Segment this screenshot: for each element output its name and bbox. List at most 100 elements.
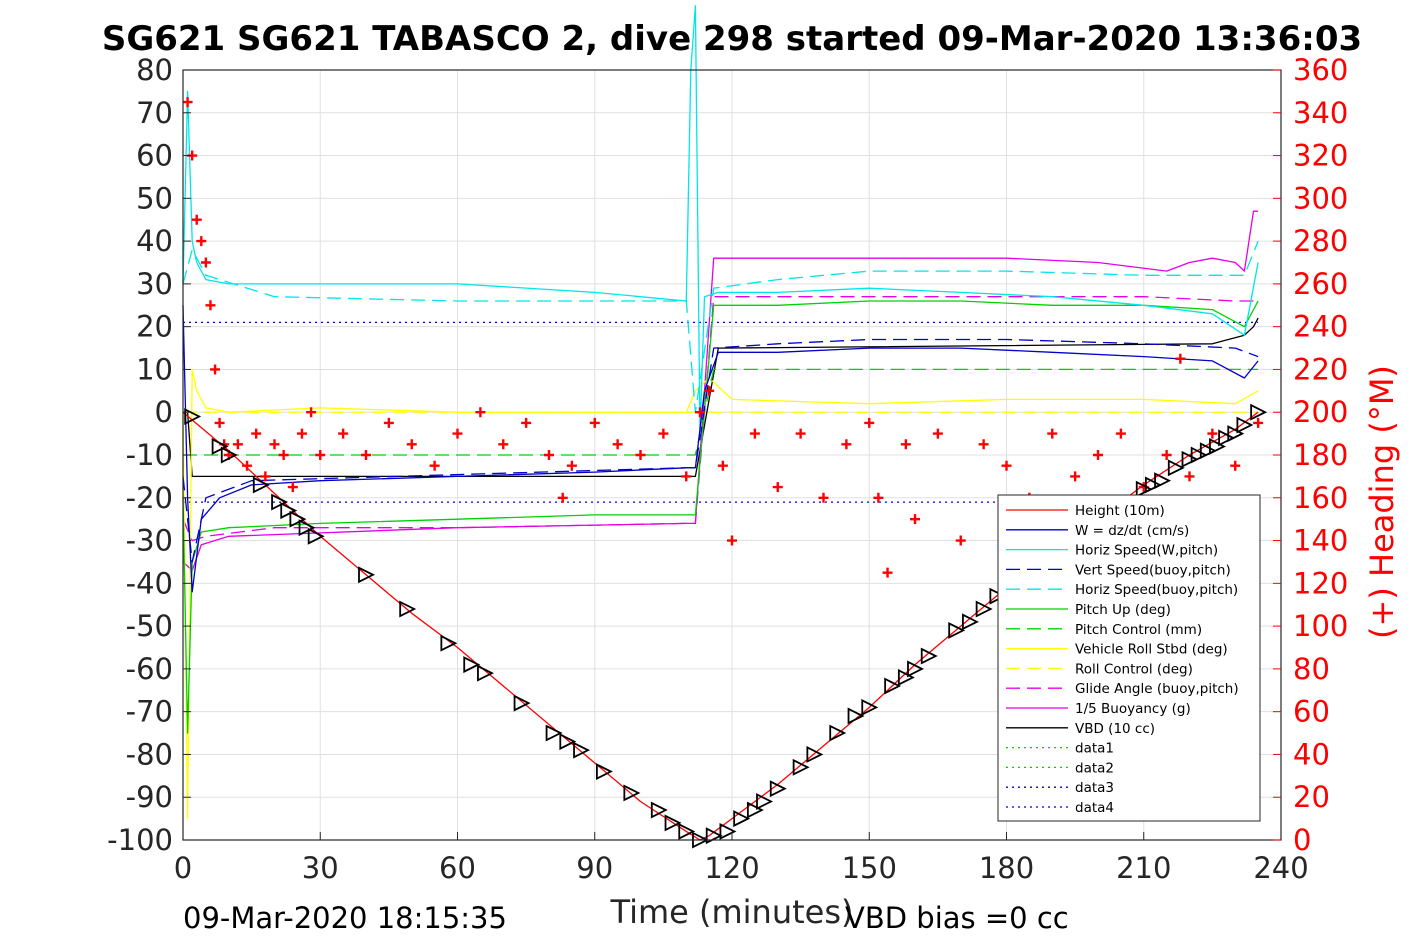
depth-marker xyxy=(1181,450,1199,468)
depth-marker xyxy=(829,724,847,742)
x-tick-label: 180 xyxy=(979,851,1034,885)
depth-marker xyxy=(719,822,737,840)
right-y-tick-label: 260 xyxy=(1293,267,1348,301)
x-tick-label: 90 xyxy=(576,851,613,885)
left-y-tick-label: 80 xyxy=(136,53,173,87)
legend-label: Vert Speed(buoy,pitch) xyxy=(1075,562,1231,578)
heading-marker xyxy=(429,460,440,471)
legend-label: data2 xyxy=(1075,760,1114,776)
heading-marker xyxy=(260,471,271,482)
left-y-tick-label: -20 xyxy=(126,481,173,515)
depth-marker xyxy=(792,758,810,776)
legend-label: Vehicle Roll Stbd (deg) xyxy=(1075,642,1228,658)
depth-marker xyxy=(897,668,915,686)
depth-marker xyxy=(289,510,307,528)
left-y-tick-label: -50 xyxy=(126,609,173,643)
legend-label: data3 xyxy=(1075,780,1114,796)
legend-label: Pitch Up (deg) xyxy=(1075,602,1171,618)
depth-marker xyxy=(884,677,902,695)
heading-marker xyxy=(1184,471,1195,482)
depth-marker xyxy=(705,827,723,845)
heading-marker xyxy=(772,482,783,493)
depth-marker xyxy=(280,502,298,520)
heading-marker xyxy=(182,97,193,108)
depth-marker xyxy=(623,784,641,802)
heading-marker xyxy=(242,460,253,471)
right-y-axis-ticks: 0 20 40 60 80 100 120 140 160 180 200 220 240 260 280 3… xyxy=(1273,53,1348,857)
heading-marker xyxy=(200,257,211,268)
x-tick-label: 30 xyxy=(302,851,339,885)
depth-marker xyxy=(847,707,865,725)
depth-marker xyxy=(307,527,325,545)
right-y-tick-label: 20 xyxy=(1293,780,1330,814)
right-y-tick-label: 280 xyxy=(1293,224,1348,258)
depth-marker xyxy=(806,745,824,763)
heading-marker xyxy=(955,535,966,546)
x-tick-label: 120 xyxy=(704,851,759,885)
x-tick-label: 150 xyxy=(842,851,897,885)
left-y-tick-label: -100 xyxy=(107,823,173,857)
legend-label: Pitch Control (mm) xyxy=(1075,622,1202,638)
heading-marker xyxy=(251,428,262,439)
footer-timestamp: 09-Mar-2020 18:15:35 xyxy=(183,901,507,935)
depth-marker xyxy=(664,814,682,832)
heading-marker xyxy=(475,407,486,418)
heading-marker xyxy=(1253,417,1264,428)
heading-marker xyxy=(1093,450,1103,460)
heading-marker xyxy=(864,417,875,428)
depth-marker xyxy=(989,587,1007,605)
heading-marker xyxy=(269,439,280,450)
depth-marker xyxy=(220,446,238,464)
heading-marker xyxy=(1230,460,1241,471)
depth-marker xyxy=(1190,446,1208,464)
depth-marker xyxy=(861,698,879,716)
right-y-tick-label: 180 xyxy=(1293,438,1348,472)
depth-marker xyxy=(1209,437,1226,455)
depth-marker xyxy=(975,600,993,618)
heading-marker xyxy=(232,439,243,450)
depth-marker xyxy=(1145,476,1162,494)
series-line-1-5-buoyancy-g xyxy=(182,210,1259,572)
heading-marker xyxy=(191,214,202,225)
heading-marker xyxy=(452,428,463,439)
legend-label: Horiz Speed(buoy,pitch) xyxy=(1075,582,1238,598)
depth-marker xyxy=(907,660,925,678)
right-y-tick-label: 120 xyxy=(1293,566,1348,600)
series-line-vbd-10-cc xyxy=(183,317,1259,478)
heading-marker xyxy=(658,428,669,439)
depth-marker xyxy=(463,656,481,674)
series-line-w-dz-dt-cm-s xyxy=(182,305,1259,593)
depth-marker xyxy=(769,780,787,798)
depth-marker xyxy=(545,724,563,742)
right-y-tick-label: 0 xyxy=(1293,823,1311,857)
heading-marker xyxy=(1175,353,1186,364)
heading-marker xyxy=(795,428,806,439)
chart-title: SG621 SG621 TABASCO 2, dive 298 started … xyxy=(102,19,1362,59)
heading-marker xyxy=(873,492,884,503)
x-axis-label: Time (minutes) xyxy=(610,893,854,931)
left-y-tick-label: 20 xyxy=(136,310,173,344)
depth-marker xyxy=(211,437,229,455)
heading-marker xyxy=(557,492,568,503)
depth-marker xyxy=(650,801,668,819)
x-tick-label: 240 xyxy=(1253,851,1308,885)
x-axis-ticks: 0 30 60 90 120 150 180 210 240 xyxy=(174,832,1309,885)
depth-marker xyxy=(1154,472,1172,490)
right-y-tick-label: 160 xyxy=(1293,481,1348,515)
depth-marker xyxy=(1199,442,1217,460)
heading-marker xyxy=(589,417,600,428)
legend-label: Roll Control (deg) xyxy=(1075,661,1193,677)
legend: Height (10m) W = dz/dt (cm/s) Horiz Speed(… xyxy=(997,494,1261,822)
depth-marker xyxy=(1250,403,1268,421)
depth-marker xyxy=(477,664,494,682)
heading-marker xyxy=(383,417,394,428)
heading-marker xyxy=(214,417,225,428)
depth-marker xyxy=(358,566,376,584)
legend-label: Glide Angle (buoy,pitch) xyxy=(1075,681,1239,697)
depth-marker xyxy=(298,519,316,537)
footer-vbd-bias: VBD bias =0 cc xyxy=(845,901,1069,935)
left-y-axis-ticks: -100-90-80-70-60-50-40-30-20-10010203040… xyxy=(107,53,191,857)
right-y-tick-label: 360 xyxy=(1293,53,1348,87)
heading-marker xyxy=(296,428,307,439)
series-line-glide-angle-buoy-pitch xyxy=(182,296,1259,542)
